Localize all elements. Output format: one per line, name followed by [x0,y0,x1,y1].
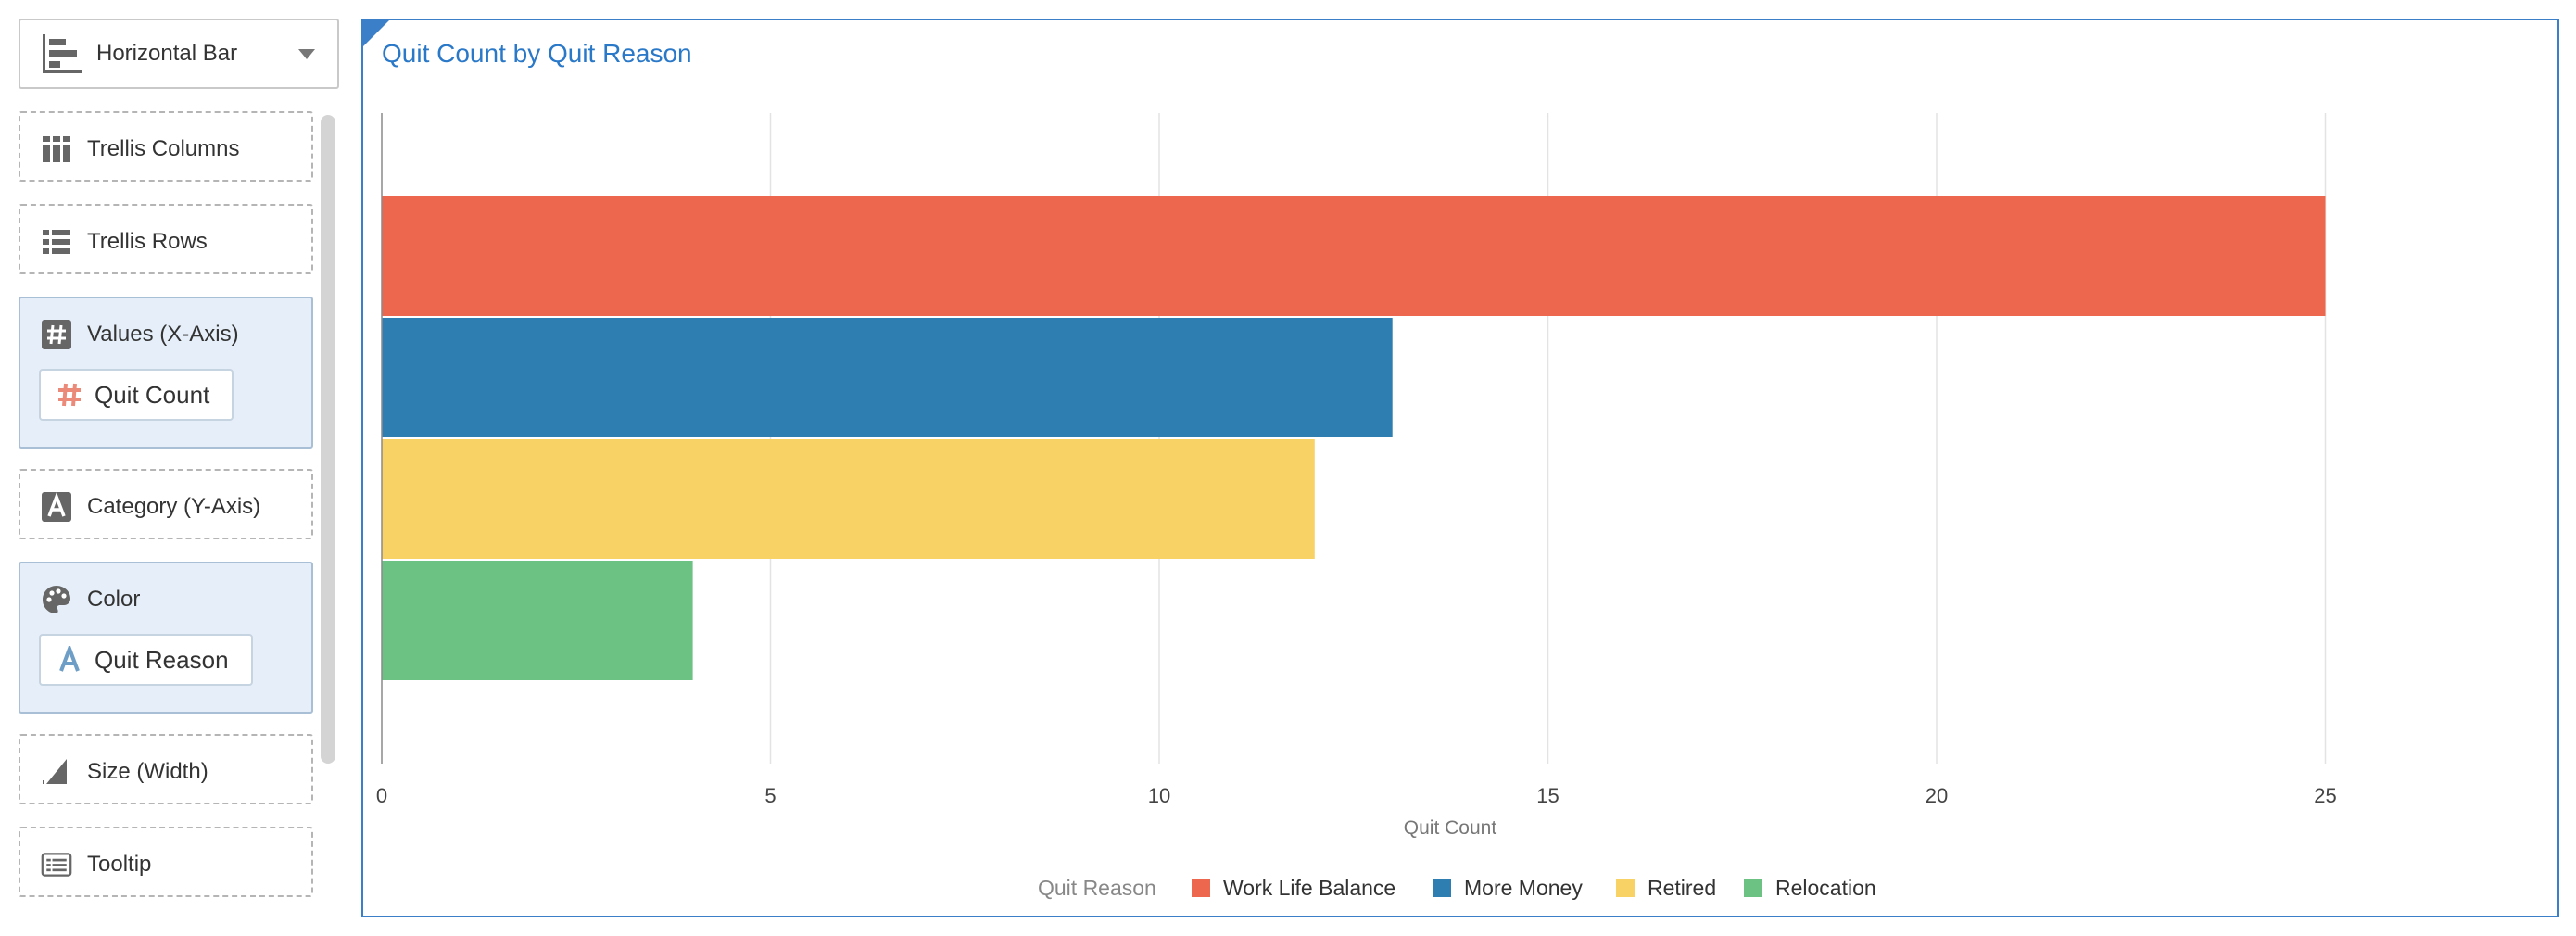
category-y-axis-dropzone[interactable]: Category (Y-Axis) [19,469,313,539]
x-tick-label: 0 [376,784,387,807]
bar-chart: 0 5 10 15 20 25 Quit Count Quit Reason Work Lif… [376,113,2337,900]
chart-canvas[interactable]: Quit Count by Quit Reason 0 5 10 15 20 25 Quit… [361,19,2559,917]
size-width-dropzone[interactable]: Size (Width) [19,734,313,804]
trellis-rows-icon [43,230,70,254]
color-dropzone[interactable]: Color Quit Reason [19,562,313,714]
visualization-type-label: Horizontal Bar [96,41,238,66]
legend-title: Quit Reason [1038,876,1156,900]
trellis-columns-icon [43,136,70,162]
bar-work-life-balance[interactable] [382,196,2326,316]
x-axis-title: Quit Count [1404,817,1497,839]
palette-icon [43,586,70,613]
legend-item-label[interactable]: Retired [1648,876,1716,900]
horizontal-bar-chart-icon [43,34,82,73]
legend-item-label[interactable]: Relocation [1775,876,1876,900]
x-tick-label: 25 [2314,784,2336,807]
trellis-columns-dropzone[interactable]: Trellis Columns [19,111,313,182]
text-attribute-icon [59,646,80,672]
quit-count-field-label: Quit Count [95,380,210,409]
legend: Quit Reason Work Life Balance More Money Re… [1038,876,1876,900]
quit-reason-field-pill[interactable]: Quit Reason [39,634,253,686]
legend-swatch [1744,879,1762,897]
bar-retired[interactable] [382,439,1315,559]
trellis-columns-label: Trellis Columns [87,136,240,161]
legend-swatch [1433,879,1451,897]
bars [382,196,2326,680]
category-y-axis-label: Category (Y-Axis) [87,494,261,519]
tooltip-dropzone[interactable]: Tooltip [19,827,313,897]
size-width-label: Size (Width) [87,759,208,784]
x-tick-label: 20 [1926,784,1948,807]
selection-corner-marker [363,20,389,46]
bar-relocation[interactable] [382,561,693,680]
chevron-down-icon[interactable] [298,49,315,59]
bar-more-money[interactable] [382,318,1393,437]
tooltip-label: Tooltip [87,852,152,877]
tooltip-icon [41,853,72,877]
legend-item-label[interactable]: Work Life Balance [1223,876,1395,900]
hash-icon [42,320,71,349]
panel-scrollbar[interactable] [321,115,335,764]
text-attribute-icon [42,492,71,522]
quit-count-field-pill[interactable]: Quit Count [39,369,234,421]
legend-swatch [1192,879,1210,897]
legend-item-label[interactable]: More Money [1464,876,1583,900]
values-x-axis-dropzone[interactable]: Values (X-Axis) Quit Count [19,297,313,449]
hash-icon [58,383,81,407]
x-tick-label: 10 [1148,784,1170,807]
legend-swatch [1616,879,1635,897]
color-label: Color [87,587,141,612]
x-tick-label: 15 [1536,784,1559,807]
trellis-rows-label: Trellis Rows [87,229,208,254]
x-axis: 0 5 10 15 20 25 Quit Count [376,113,2337,839]
quit-reason-field-label: Quit Reason [95,645,229,674]
x-tick-label: 5 [764,784,776,807]
trellis-rows-dropzone[interactable]: Trellis Rows [19,204,313,274]
visualization-type-select[interactable]: Horizontal Bar [19,19,339,89]
chart-title: Quit Count by Quit Reason [382,39,692,68]
size-icon [43,759,67,784]
values-x-axis-label: Values (X-Axis) [87,322,239,347]
